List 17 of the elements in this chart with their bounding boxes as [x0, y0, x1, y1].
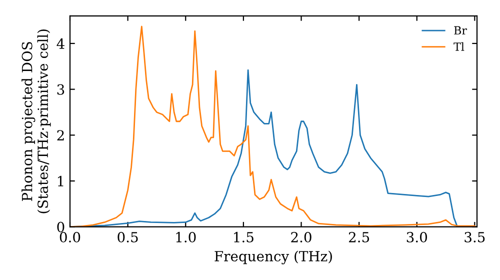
x-tick-label: 0.5: [118, 232, 138, 242]
x-tick-label: 3.5: [464, 232, 485, 242]
x-tick-label: 2.0: [291, 232, 312, 242]
x-tick-label: 2.5: [348, 232, 370, 242]
x-tick-label: 3.0: [406, 232, 427, 242]
x-tick-label: 1.0: [176, 232, 196, 242]
legend-label: Br: [454, 26, 467, 34]
y-tick-label: 2: [57, 130, 64, 140]
legend-label: Tl: [454, 42, 464, 51]
x-axis-title: Frequency (THz): [214, 250, 332, 264]
y-tick-label: 4: [56, 38, 64, 49]
y-tick-label: 3: [57, 84, 64, 95]
y-tick-label: 1: [58, 176, 64, 186]
y-axis-title: Phonon projected DOS (States/THz·primitive cell): [22, 30, 51, 214]
y-tick-label: 0: [57, 222, 64, 232]
x-tick-label: 1.5: [234, 232, 254, 242]
x-tick-label: 0.0: [60, 232, 80, 242]
